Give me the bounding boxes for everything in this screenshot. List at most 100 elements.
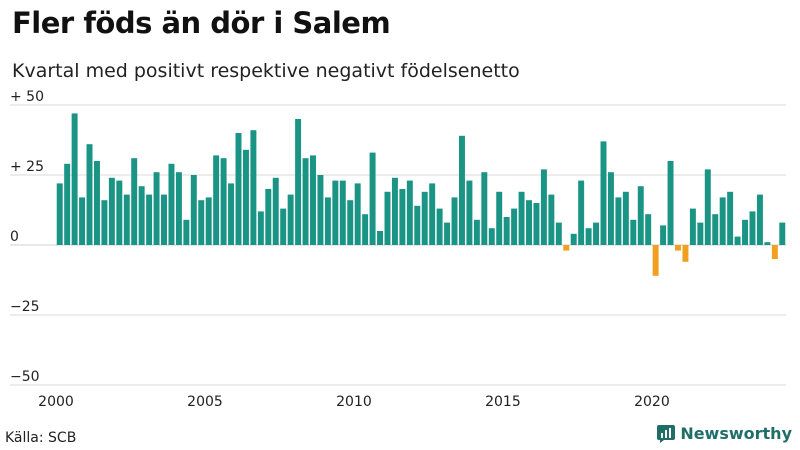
bar <box>526 200 532 245</box>
chart-title: Fler föds än dör i Salem <box>12 6 391 40</box>
newsworthy-brand[interactable]: Newsworthy <box>657 424 792 443</box>
bar <box>481 172 488 245</box>
bar <box>168 163 175 245</box>
bar <box>101 200 108 245</box>
bar <box>138 186 145 245</box>
bar-chart: + 50 + 25 0 −25 −50 2000 2005 2010 2015 2020 <box>10 89 786 410</box>
bar <box>131 158 138 245</box>
bar <box>593 222 600 245</box>
bar <box>228 183 235 245</box>
bar <box>607 172 614 245</box>
bar <box>503 217 510 245</box>
bar <box>555 222 562 245</box>
bar <box>280 208 287 245</box>
bar <box>198 200 205 245</box>
bar <box>153 172 160 245</box>
bar <box>488 228 495 245</box>
bar <box>779 222 786 245</box>
bar <box>347 200 354 245</box>
bar <box>600 141 607 245</box>
bar <box>235 133 242 245</box>
bar <box>287 194 294 245</box>
bar <box>414 205 421 245</box>
bar <box>660 225 667 245</box>
bar <box>578 180 585 245</box>
y-tick-label: 0 <box>10 229 19 245</box>
bar <box>399 189 406 245</box>
brand-name: Newsworthy <box>680 424 792 443</box>
bar <box>675 245 681 251</box>
bar <box>518 191 525 245</box>
bar <box>563 245 570 251</box>
bar <box>697 222 704 245</box>
bar <box>146 194 153 245</box>
bar <box>93 161 100 245</box>
bar <box>436 208 443 245</box>
source-note: Källa: SCB <box>5 430 77 446</box>
bar <box>406 180 413 245</box>
bar <box>451 197 458 245</box>
x-tick-label: 2020 <box>634 394 670 410</box>
bar <box>332 180 339 245</box>
bar <box>742 219 749 245</box>
y-tick-label: + 25 <box>10 159 44 175</box>
chart-subtitle: Kvartal med positivt respektive negativt… <box>12 60 520 82</box>
y-tick-label: −25 <box>10 299 40 315</box>
bar <box>384 191 391 245</box>
bar <box>652 245 659 276</box>
x-tick-label: 2000 <box>38 394 74 410</box>
bar <box>764 242 771 245</box>
bar <box>317 175 324 245</box>
bar <box>712 214 719 245</box>
bar <box>719 197 726 245</box>
bar <box>511 208 518 245</box>
bar <box>123 194 130 245</box>
bar <box>734 236 741 245</box>
bar <box>205 197 212 245</box>
bar <box>444 222 451 245</box>
bar <box>682 245 689 262</box>
bar <box>250 130 257 245</box>
bar <box>265 189 272 245</box>
bar <box>540 169 547 245</box>
bar <box>473 219 480 245</box>
bar <box>295 119 302 245</box>
bar <box>339 180 346 245</box>
bar <box>466 180 473 245</box>
bar <box>79 197 86 245</box>
bar <box>429 183 436 245</box>
bar <box>421 191 428 245</box>
bar <box>324 197 331 245</box>
bar <box>257 211 264 245</box>
bar <box>116 180 123 245</box>
x-tick-label: 2015 <box>485 394 521 410</box>
bar <box>645 214 652 245</box>
newsworthy-logo-icon <box>657 424 676 443</box>
bar <box>615 197 622 245</box>
bar <box>749 211 756 245</box>
y-tick-label: −50 <box>10 369 40 385</box>
bar <box>391 177 398 245</box>
bar <box>630 219 637 245</box>
bar <box>86 144 93 245</box>
bar <box>71 113 78 246</box>
bar <box>310 155 316 245</box>
bar <box>727 191 734 245</box>
bar <box>362 214 369 245</box>
bar <box>190 175 197 245</box>
bar <box>704 169 711 245</box>
bar <box>458 135 465 245</box>
bar <box>64 163 71 245</box>
bar <box>585 228 592 245</box>
bar <box>213 155 220 245</box>
bar <box>570 233 577 245</box>
bar <box>377 231 384 245</box>
bar <box>756 194 763 245</box>
bar <box>175 172 182 245</box>
bar <box>302 158 309 245</box>
bar <box>533 203 540 245</box>
x-tick-label: 2010 <box>336 394 372 410</box>
bar <box>161 194 167 245</box>
bar <box>689 208 696 245</box>
bar <box>496 191 503 245</box>
